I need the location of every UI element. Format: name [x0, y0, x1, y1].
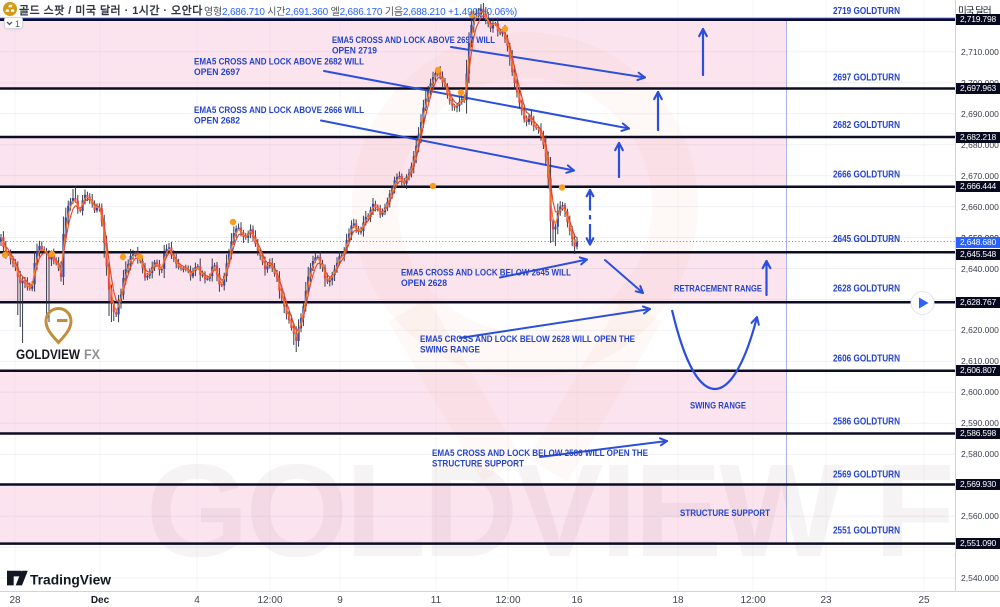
svg-text:OPEN 2628: OPEN 2628: [401, 278, 447, 289]
svg-text:RETRACEMENT RANGE: RETRACEMENT RANGE: [674, 284, 762, 295]
svg-text:EMA5 CROSS AND LOCK BELOW 2628: EMA5 CROSS AND LOCK BELOW 2628 WILL OPEN…: [420, 334, 635, 345]
svg-text:SWING RANGE: SWING RANGE: [690, 401, 746, 412]
svg-text:EMA5 CROSS AND LOCK ABOVE 2682: EMA5 CROSS AND LOCK ABOVE 2682 WILL: [194, 57, 364, 68]
svg-text:FX: FX: [84, 347, 100, 362]
svg-text:GOLDVIEW FX: GOLDVIEW FX: [146, 437, 1000, 584]
svg-text:2606 GOLDTURN: 2606 GOLDTURN: [833, 353, 900, 364]
svg-text:TradingView: TradingView: [30, 573, 112, 588]
svg-text:OPEN 2697: OPEN 2697: [194, 67, 240, 78]
svg-text:STRUCTURE SUPPORT: STRUCTURE SUPPORT: [432, 459, 524, 470]
svg-text:OPEN 2719: OPEN 2719: [332, 46, 377, 57]
svg-text:EMA5 CROSS AND LOCK BELOW 2645: EMA5 CROSS AND LOCK BELOW 2645 WILL: [401, 268, 571, 279]
svg-text:1: 1: [15, 19, 20, 28]
svg-text:2719 GOLDTURN: 2719 GOLDTURN: [833, 6, 900, 17]
svg-text:2628 GOLDTURN: 2628 GOLDTURN: [833, 283, 900, 294]
svg-text:GOLDVIEW: GOLDVIEW: [16, 347, 80, 362]
svg-text:STRUCTURE SUPPORT: STRUCTURE SUPPORT: [680, 508, 770, 519]
svg-text:2586 GOLDTURN: 2586 GOLDTURN: [833, 416, 900, 427]
svg-text:OPEN 2682: OPEN 2682: [194, 116, 240, 127]
svg-text:EMA5 CROSS AND LOCK ABOVE 2697: EMA5 CROSS AND LOCK ABOVE 2697 WILL: [332, 35, 495, 46]
svg-text:2682 GOLDTURN: 2682 GOLDTURN: [833, 120, 900, 131]
svg-text:2569 GOLDTURN: 2569 GOLDTURN: [833, 469, 900, 480]
svg-text:EMA5 CROSS AND LOCK ABOVE 2666: EMA5 CROSS AND LOCK ABOVE 2666 WILL: [194, 105, 364, 116]
svg-text:EMA5 CROSS AND LOCK BELOW 2586: EMA5 CROSS AND LOCK BELOW 2586 WILL OPEN…: [432, 448, 648, 459]
svg-text:SWING RANGE: SWING RANGE: [420, 345, 480, 356]
svg-text:2697 GOLDTURN: 2697 GOLDTURN: [833, 72, 900, 83]
svg-text:2666 GOLDTURN: 2666 GOLDTURN: [833, 169, 900, 180]
svg-text:2645 GOLDTURN: 2645 GOLDTURN: [833, 234, 900, 245]
svg-text:2551 GOLDTURN: 2551 GOLDTURN: [833, 525, 900, 536]
